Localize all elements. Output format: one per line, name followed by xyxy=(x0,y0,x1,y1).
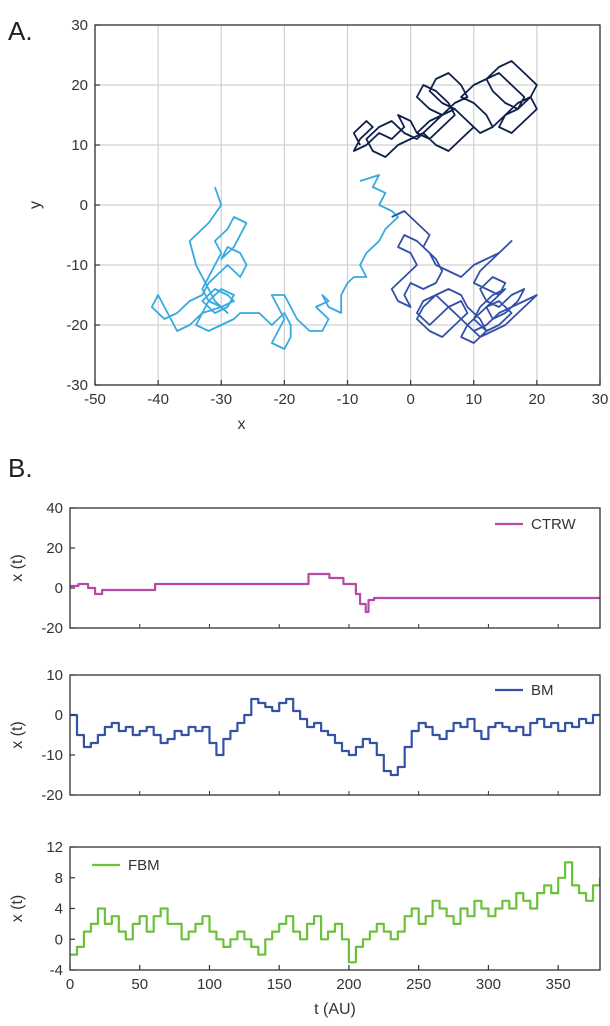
x-tick-label: 0 xyxy=(406,391,414,408)
y-tick-label: 20 xyxy=(71,77,88,94)
series-line-bm xyxy=(70,697,600,777)
chart-b1: -20 0 20 40 x (t) CTRW xyxy=(9,500,601,637)
x-tick-label: -20 xyxy=(274,391,296,408)
y-tick-label: -4 xyxy=(50,962,63,979)
y-tick-label: 0 xyxy=(55,931,63,948)
legend-label: FBM xyxy=(128,857,160,874)
legend-label: BM xyxy=(531,682,554,699)
x-axis-label: t (AU) xyxy=(314,1001,356,1018)
x-tick-label: 350 xyxy=(546,976,571,993)
x-tick-label: 250 xyxy=(406,976,431,993)
y-tick-label: -10 xyxy=(66,257,88,274)
x-tick-label: -30 xyxy=(210,391,232,408)
series-line-fbm xyxy=(70,861,600,964)
panel-b-label: B. xyxy=(8,453,33,483)
x-tick-label: 10 xyxy=(465,391,482,408)
x-axis-label: x xyxy=(237,416,245,433)
x-tick-label: -50 xyxy=(84,391,106,408)
series-line-walk-1 xyxy=(150,174,399,350)
y-tick-label: 10 xyxy=(71,137,88,154)
y-tick-label: -20 xyxy=(41,787,63,804)
panel-a-label: A. xyxy=(8,16,33,46)
y-tick-label: -20 xyxy=(66,317,88,334)
x-tick-label: 100 xyxy=(197,976,222,993)
x-tick-label: 0 xyxy=(66,976,74,993)
plot-frame xyxy=(69,674,601,796)
y-tick-label: 12 xyxy=(46,839,63,856)
x-tick-label: 200 xyxy=(336,976,361,993)
y-tick-label: 20 xyxy=(46,540,63,557)
y-axis-label: x (t) xyxy=(9,721,26,749)
series-line-ctrw xyxy=(70,572,600,614)
x-tick-label: 300 xyxy=(476,976,501,993)
y-axis-label: y xyxy=(27,201,44,209)
y-tick-label: 40 xyxy=(46,500,63,517)
y-tick-label: 0 xyxy=(55,707,63,724)
plots: -50 -40 -30 -20 -10 0 10 20 30-30-20-100102030xy… xyxy=(9,17,608,1018)
y-axis-label: x (t) xyxy=(9,895,26,923)
x-tick-label: -10 xyxy=(337,391,359,408)
y-tick-label: 8 xyxy=(55,870,63,887)
y-tick-label: 0 xyxy=(55,580,63,597)
plot-frame xyxy=(69,507,601,629)
series-line-walk-2 xyxy=(390,210,538,344)
y-tick-label: -10 xyxy=(41,747,63,764)
y-tick-label: 0 xyxy=(80,197,88,214)
x-tick-label: 50 xyxy=(131,976,148,993)
y-tick-label: 10 xyxy=(46,667,63,684)
x-tick-label: 150 xyxy=(267,976,292,993)
series-line-walk-3 xyxy=(352,60,538,158)
y-tick-label: -30 xyxy=(66,377,88,394)
y-axis-label: x (t) xyxy=(9,554,26,582)
chart-a: -50 -40 -30 -20 -10 0 10 20 30 -30 -20 -10 0 10 20 30 x y xyxy=(27,17,608,433)
x-tick-label: 30 xyxy=(592,391,609,408)
chart-b2: -20 -10 0 10 x (t) BM xyxy=(9,667,601,804)
legend-label: CTRW xyxy=(531,516,577,533)
y-tick-label: 4 xyxy=(55,901,63,918)
x-tick-label: 20 xyxy=(529,391,546,408)
x-tick-label: -40 xyxy=(147,391,169,408)
y-tick-label: -20 xyxy=(41,620,63,637)
y-tick-label: 30 xyxy=(71,17,88,34)
